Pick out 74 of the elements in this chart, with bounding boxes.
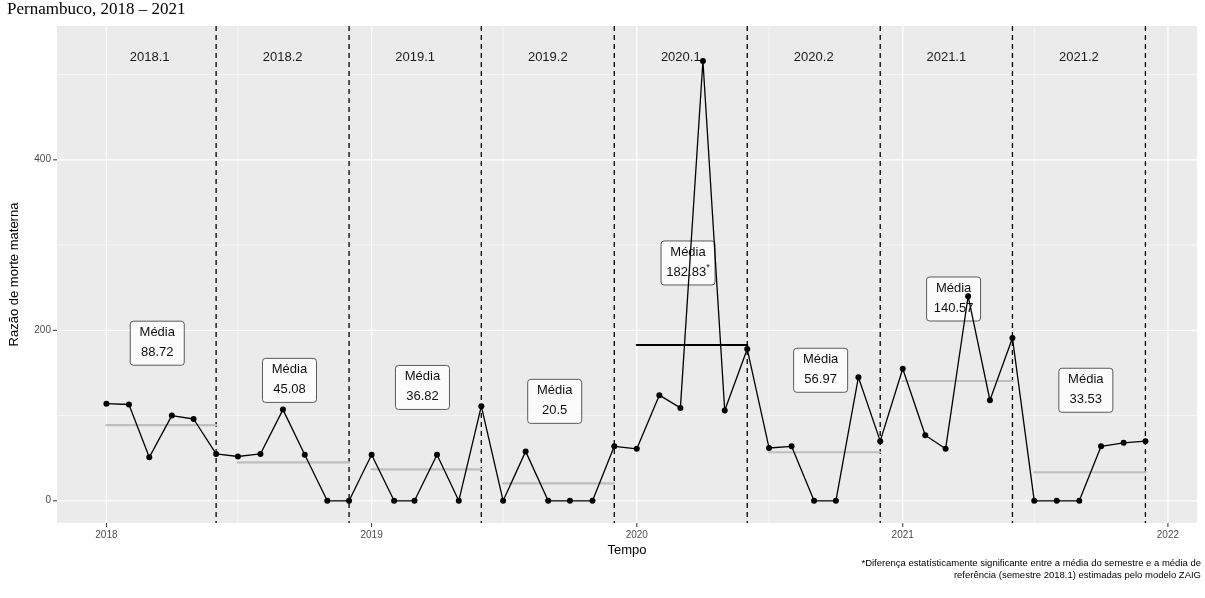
point [832, 497, 839, 504]
annotation: 2021.2 [1059, 49, 1099, 65]
text: *Diferença estatísticamente significante entre a média do semestre e a média de referência (semestre 2018.1) estimadas pelo modelo ZAIG [861, 557, 1201, 580]
x-tick-label: 2018 [95, 529, 118, 540]
annotation: 2019.2 [527, 49, 568, 65]
point [146, 454, 153, 461]
annotation: Média 56.97 [802, 351, 840, 387]
point [965, 293, 972, 300]
point [545, 497, 552, 504]
point [125, 401, 132, 408]
point [346, 497, 353, 504]
point [168, 412, 175, 419]
point [855, 374, 862, 381]
y-axis-title: Razão de morte materna [6, 201, 21, 347]
point [721, 407, 728, 414]
point [633, 445, 640, 452]
x-tick-label: 2019 [360, 529, 384, 540]
point [368, 451, 375, 458]
point [301, 451, 308, 458]
point [1120, 439, 1127, 446]
y-tick-label: 400 [34, 153, 52, 165]
point [611, 443, 618, 450]
point [899, 365, 906, 372]
annotation: 2018.1 [129, 49, 170, 65]
point [766, 444, 773, 451]
y-tick-label: 200 [34, 323, 52, 335]
point [811, 497, 818, 504]
point [411, 497, 418, 504]
y-tick-label: 0 [45, 494, 52, 506]
annotation: Média 88.72 [139, 324, 176, 360]
point [1031, 497, 1038, 504]
point [877, 438, 884, 445]
point [699, 57, 706, 64]
point [922, 432, 929, 439]
annotation: Média 45.08 [271, 361, 308, 397]
annotation: 2020.1 [660, 49, 701, 65]
annotation: 2018.2 [262, 49, 303, 65]
point [1053, 497, 1060, 504]
annotation: Média 20.5 [536, 382, 574, 418]
point [190, 416, 197, 422]
point [1009, 335, 1016, 342]
chart-title: Pernambuco, 2018 – 2021 [7, 0, 186, 18]
point [391, 497, 398, 504]
point [103, 400, 110, 407]
point [566, 497, 573, 504]
point [942, 445, 949, 452]
point [500, 497, 507, 504]
point [279, 406, 286, 413]
point [257, 450, 264, 457]
point [213, 450, 220, 457]
point [656, 392, 663, 399]
annotation: Média 33.53 [1068, 371, 1105, 407]
point [478, 403, 485, 410]
point [1142, 438, 1149, 445]
annotation: 2021.1 [926, 49, 967, 65]
annotation: 2019.1 [395, 49, 436, 65]
point [434, 451, 440, 458]
point [324, 497, 331, 504]
point [455, 497, 462, 504]
point [589, 497, 596, 504]
point [677, 404, 684, 411]
annotation: Média 36.82 [404, 368, 441, 404]
x-tick-label: 2022 [1156, 529, 1180, 540]
point [522, 448, 529, 455]
point [744, 346, 751, 353]
point [1076, 497, 1083, 504]
point [1098, 443, 1105, 450]
x-axis-title: Tempo [607, 542, 647, 557]
point [234, 453, 241, 460]
point [788, 443, 795, 450]
x-tick-label: 2020 [625, 529, 649, 540]
point [986, 397, 993, 404]
x-tick-label: 2021 [891, 529, 915, 540]
annotation: 2020.2 [793, 49, 834, 65]
